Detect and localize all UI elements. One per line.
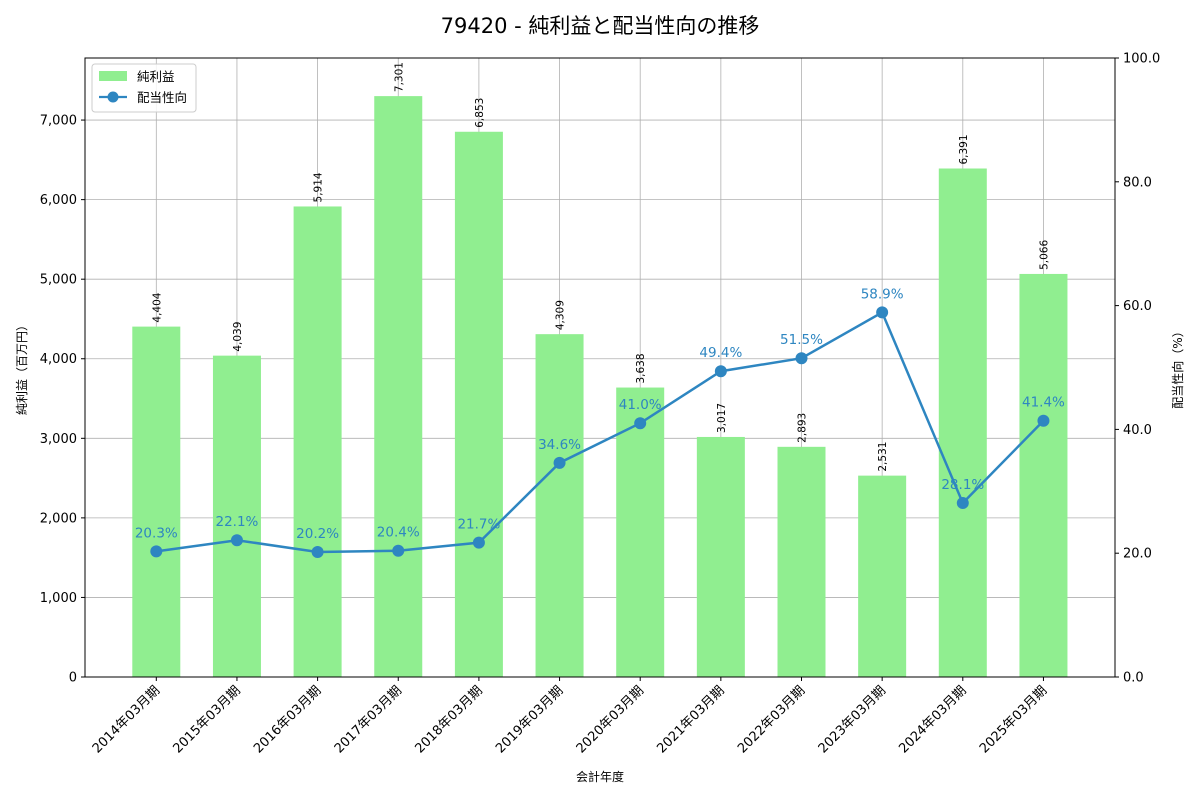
right-y-axis: 0.0 20.0 40.0 60.0 80.0 100.0 (1115, 52, 1160, 686)
x-tick-label: 2014年03月期 (90, 683, 163, 756)
left-tick-label: 0 (69, 671, 77, 686)
left-y-axis: 0 1,000 2,000 3,000 4,000 5,000 6,000 7,000 (40, 114, 85, 686)
bar-value-label: 2,531 (877, 442, 889, 472)
payout-value-label: 41.4% (1022, 395, 1065, 411)
bar (777, 446, 826, 677)
payout-value-label: 22.1% (216, 514, 259, 530)
bar-value-label: 4,404 (151, 292, 163, 322)
left-tick-label: 7,000 (40, 114, 77, 129)
left-tick-label: 3,000 (40, 432, 77, 447)
legend-marker-icon (107, 91, 119, 103)
bar (293, 206, 342, 677)
bar (938, 168, 987, 677)
payout-value-label: 20.2% (296, 526, 339, 542)
payout-value-label: 58.9% (861, 286, 904, 302)
x-tick-label: 2017年03月期 (332, 683, 405, 756)
left-tick-label: 4,000 (40, 352, 77, 367)
payout-value-label: 21.7% (457, 517, 500, 533)
line-marker-icon (230, 534, 243, 547)
payout-value-label: 28.1% (941, 477, 984, 493)
bar (535, 334, 584, 677)
line-marker-icon (553, 456, 566, 469)
right-y-axis-label: 配当性向（%） (1170, 325, 1185, 408)
line-marker-icon (876, 306, 889, 319)
x-tick-label: 2023年03月期 (816, 683, 889, 756)
right-tick-label: 80.0 (1123, 175, 1152, 190)
legend-bar-swatch (99, 71, 127, 81)
chart-title: 79420 - 純利益と配当性向の推移 (441, 14, 760, 38)
bar-value-label: 5,914 (313, 172, 325, 202)
bar (696, 436, 745, 677)
plot-frame (84, 57, 1116, 678)
x-tick-label: 2020年03月期 (574, 683, 647, 756)
left-y-axis-label: 純利益（百万円） (15, 319, 29, 415)
x-tick-label: 2025年03月期 (977, 683, 1050, 756)
bar (1019, 273, 1068, 677)
right-tick-label: 0.0 (1123, 671, 1144, 686)
line-series-payout-ratio (150, 306, 1050, 558)
x-tick-label: 2019年03月期 (493, 683, 566, 756)
x-tick-label: 2021年03月期 (654, 683, 727, 756)
bar-value-label: 5,066 (1038, 240, 1050, 270)
x-tick-label: 2015年03月期 (170, 683, 243, 756)
bar-value-label: 3,017 (716, 403, 728, 433)
bar-value-labels: 4,404 4,039 5,914 7,301 6,853 4,309 3,638 3,017… (151, 62, 1050, 472)
right-tick-label: 20.0 (1123, 547, 1152, 562)
x-tick-label: 2022年03月期 (735, 683, 808, 756)
line-marker-icon (956, 497, 969, 510)
x-tick-label: 2024年03月期 (896, 683, 969, 756)
left-tick-label: 1,000 (40, 591, 77, 606)
line-marker-icon (150, 545, 163, 558)
payout-value-label: 49.4% (699, 345, 742, 361)
line-marker-icon (311, 545, 324, 558)
bar (858, 475, 907, 677)
x-tick-label: 2016年03月期 (251, 683, 324, 756)
line-marker-icon (392, 544, 405, 557)
x-axis-label: 会計年度 (576, 769, 624, 784)
left-tick-label: 5,000 (40, 273, 77, 288)
left-tick-label: 6,000 (40, 193, 77, 208)
right-tick-label: 100.0 (1123, 52, 1160, 67)
bar-value-label: 2,893 (797, 413, 809, 443)
right-tick-label: 60.0 (1123, 299, 1152, 314)
bar-value-label: 6,391 (958, 134, 970, 164)
legend: 純利益 配当性向 (91, 63, 197, 113)
right-tick-label: 40.0 (1123, 423, 1152, 438)
bar-value-label: 4,039 (232, 322, 244, 352)
bar-value-label: 4,309 (555, 300, 567, 330)
legend-label-net-income: 純利益 (137, 69, 175, 84)
line-marker-icon (714, 365, 727, 378)
bar (212, 355, 261, 677)
payout-value-label: 34.6% (538, 437, 581, 453)
x-axis: 2014年03月期 2015年03月期 2016年03月期 2017年03月期 2018… (90, 677, 1050, 757)
line-marker-icon (634, 417, 647, 430)
payout-value-label: 20.4% (377, 525, 420, 541)
bar (616, 387, 665, 677)
legend-label-payout-ratio: 配当性向 (137, 90, 187, 105)
bar (132, 326, 181, 677)
bar-series-net-income (132, 96, 1068, 678)
x-tick-label: 2018年03月期 (412, 683, 485, 756)
payout-value-label: 51.5% (780, 332, 823, 348)
left-tick-label: 2,000 (40, 511, 77, 526)
line-marker-icon (1037, 414, 1050, 427)
bar-value-label: 3,638 (635, 353, 647, 383)
line-marker-icon (795, 352, 808, 365)
payout-value-label: 41.0% (619, 397, 662, 413)
bar (454, 131, 503, 677)
payout-value-label: 20.3% (135, 525, 178, 541)
bar (374, 96, 423, 678)
line-value-labels: 20.3% 22.1% 20.2% 20.4% 21.7% 34.6% 41.0% 49.4%… (135, 286, 1065, 542)
bar-value-label: 7,301 (393, 62, 405, 92)
payout-line (156, 310, 1045, 554)
bar-value-label: 6,853 (474, 98, 486, 128)
line-marker-icon (472, 536, 485, 549)
